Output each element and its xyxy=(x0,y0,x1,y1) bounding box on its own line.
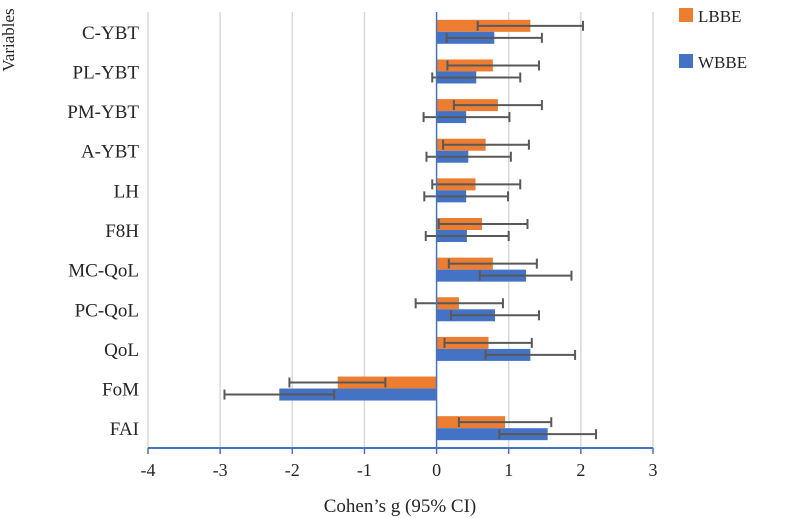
bar-wbbe-fai xyxy=(436,428,548,441)
y-axis-label: Variables xyxy=(0,8,18,71)
category-label: F8H xyxy=(105,221,139,242)
category-label: PC-QoL xyxy=(75,300,139,321)
bar-lbbe-fom xyxy=(337,376,437,389)
category-label: A-YBT xyxy=(81,142,139,163)
category-label: PL-YBT xyxy=(73,62,140,83)
legend-label-wbbe: WBBE xyxy=(698,53,747,72)
legend: LBBE WBBE xyxy=(679,7,747,72)
category-labels: C-YBT PL-YBT PM-YBT A-YBT LH F8H MC-QoL PC-QoL Q… xyxy=(67,23,139,440)
x-axis-label: Cohen’s g (95% CI) xyxy=(324,496,477,517)
category-label: PM-YBT xyxy=(67,102,139,123)
gridlines xyxy=(147,12,654,448)
axes xyxy=(147,12,654,454)
category-label: FoM xyxy=(102,380,139,401)
bar-wbbe-qol xyxy=(436,348,531,361)
x-tick-label: -4 xyxy=(141,460,156,480)
x-tick-label: 2 xyxy=(576,460,585,480)
category-label: QoL xyxy=(104,340,139,361)
x-tick-label: 3 xyxy=(649,460,658,480)
legend-swatch-lbbe xyxy=(679,8,693,22)
category-label: LH xyxy=(114,181,140,202)
bars xyxy=(279,19,548,441)
legend-swatch-wbbe xyxy=(679,54,693,68)
x-tick-label: -1 xyxy=(357,460,372,480)
x-tick-label: -3 xyxy=(213,460,228,480)
x-tick-labels: -4 -3 -2 -1 0 1 2 3 xyxy=(141,460,658,480)
category-label: C-YBT xyxy=(82,23,139,44)
bar-wbbe-fom xyxy=(279,388,437,401)
error-bars xyxy=(223,20,598,440)
x-tick-label: 1 xyxy=(504,460,513,480)
category-label: MC-QoL xyxy=(68,261,139,282)
x-tick-label: 0 xyxy=(432,460,441,480)
legend-label-lbbe: LBBE xyxy=(698,7,741,26)
x-tick-label: -2 xyxy=(285,460,300,480)
category-label: FAI xyxy=(110,419,139,440)
